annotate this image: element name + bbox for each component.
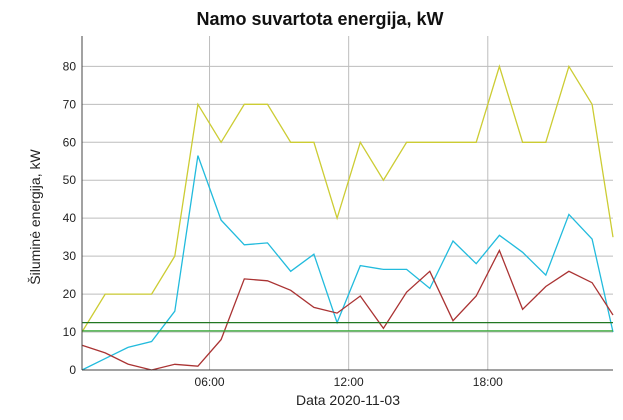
x-tick-label: 06:00	[195, 375, 225, 389]
x-axis-label: Data 2020-11-03	[296, 392, 400, 408]
series-line-1	[81, 64, 614, 333]
y-tick-label: 10	[63, 325, 77, 339]
grid-layer	[82, 36, 613, 371]
y-tick-label: 80	[63, 59, 77, 73]
x-tick-label: 12:00	[334, 375, 364, 389]
series-layer	[81, 64, 614, 371]
y-tick-label: 40	[63, 211, 77, 225]
series-line-3	[81, 248, 614, 371]
y-tick-label: 50	[63, 173, 77, 187]
series-line-2	[81, 155, 614, 371]
y-tick-label: 0	[69, 363, 76, 377]
y-tick-label: 70	[63, 97, 77, 111]
y-axis-label: Šiluminė energija, kW	[27, 149, 43, 285]
x-tick-label: 18:00	[473, 375, 503, 389]
axis-layer	[81, 36, 613, 371]
chart-title: Namo suvartota energija, kW	[196, 9, 443, 29]
y-tick-label: 20	[63, 287, 77, 301]
y-tick-label: 60	[63, 135, 77, 149]
y-tick-label: 30	[63, 249, 77, 263]
tick-label-layer: 0 10 20 30 40 50 60 70 80 06:00 12:00 18:00	[63, 59, 503, 389]
